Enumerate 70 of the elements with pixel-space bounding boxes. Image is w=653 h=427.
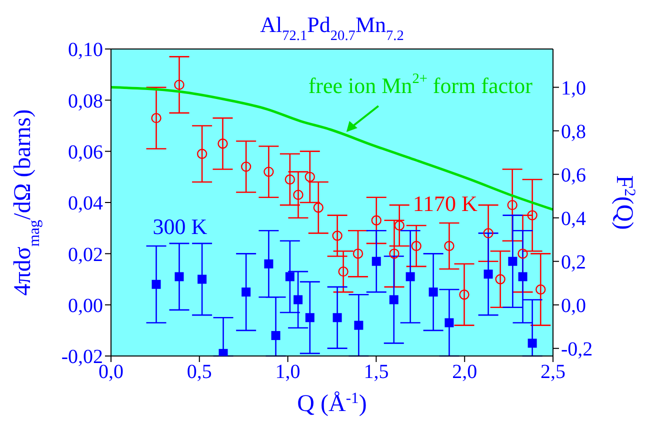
series-label: 300 K <box>152 214 208 239</box>
point <box>174 272 184 282</box>
point <box>394 220 404 231</box>
series-label: 1170 K <box>412 190 478 216</box>
point <box>484 270 493 279</box>
point <box>284 174 296 185</box>
point <box>528 338 537 348</box>
y-tick-label: 0,04 <box>68 192 103 215</box>
point <box>264 166 274 177</box>
point <box>174 80 184 90</box>
point <box>304 172 315 182</box>
point <box>444 318 454 328</box>
point <box>285 272 294 282</box>
point <box>218 138 228 149</box>
point <box>459 290 470 300</box>
point <box>305 313 314 322</box>
point <box>518 248 528 259</box>
point <box>411 240 422 252</box>
y2-tick-label: 0,4 <box>561 208 586 230</box>
x-tick-label: 2,5 <box>540 361 566 384</box>
y-tick-label: 0,10 <box>68 39 103 62</box>
series-label: free ion Mn$^{2+}$ form factor <box>308 71 534 98</box>
point <box>389 248 400 259</box>
y2-tick-label: 0,8 <box>561 120 586 143</box>
point <box>495 274 506 284</box>
y2-tick-label: -0,2 <box>561 338 593 360</box>
y2-tick-label: 0,0 <box>561 294 586 317</box>
point <box>389 295 398 304</box>
point <box>518 272 528 282</box>
y-tick-label: 0,06 <box>68 141 103 164</box>
y-tick-label: 0,08 <box>68 90 103 112</box>
point <box>218 348 228 356</box>
x-tick-label: 0,0 <box>98 361 124 384</box>
point <box>527 210 538 220</box>
point <box>338 266 348 277</box>
point <box>332 313 342 322</box>
point <box>354 320 364 330</box>
point <box>294 295 303 304</box>
point <box>483 228 494 238</box>
point <box>293 190 304 200</box>
point <box>313 202 324 213</box>
point <box>536 284 546 295</box>
point <box>196 148 208 159</box>
y2-tick-label: 0,2 <box>561 251 586 274</box>
y-tick-label: 0,02 <box>68 244 103 266</box>
point <box>332 230 342 241</box>
x-tick-label: 1,0 <box>275 361 300 384</box>
point <box>352 248 364 259</box>
y-tick-label: 0,00 <box>68 294 103 317</box>
point <box>151 112 162 124</box>
point <box>444 240 454 252</box>
x-tick-label: 1,5 <box>364 361 389 384</box>
x-tick-label: 0,5 <box>186 361 212 384</box>
point <box>372 256 381 266</box>
y2-tick-label: 0,6 <box>561 164 586 186</box>
point <box>242 288 251 297</box>
point <box>271 331 280 340</box>
point <box>406 272 415 282</box>
point <box>507 200 518 210</box>
chart-title: Al$_{72.1}$Pd$_{20.7}$Mn$_{7.2}$ <box>260 12 404 44</box>
point <box>264 259 274 268</box>
y2-tick-label: 1,0 <box>561 77 586 100</box>
point <box>508 256 518 266</box>
point <box>240 162 252 172</box>
point <box>152 280 161 289</box>
x-axis-title: Q (Å$^{-1}$) <box>297 390 367 417</box>
point <box>428 288 438 297</box>
point <box>371 215 382 226</box>
x-tick-label: 2,0 <box>452 361 478 384</box>
point <box>198 274 207 284</box>
